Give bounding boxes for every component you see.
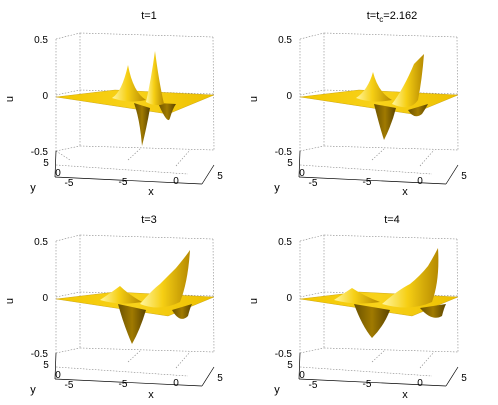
z-tick-label: 0.5 [34, 35, 48, 46]
surface-peak [334, 288, 380, 304]
y-tick-label: 0 [299, 168, 305, 179]
z-axis-label: u [248, 298, 260, 304]
y-axis-label: y [274, 384, 280, 396]
y-axis-label: y [274, 182, 280, 194]
title-subscript: c [379, 15, 383, 24]
y-axis-label: y [30, 384, 36, 396]
x-tick-label: 0 [173, 378, 179, 389]
x-ticks: -5 0 5 [119, 171, 224, 188]
surface-peak [100, 286, 142, 304]
surface [55, 250, 215, 344]
y-ticks: 5 0 -5 [43, 360, 74, 391]
surface-peak [146, 51, 164, 106]
surface-trough [134, 103, 150, 146]
x-tick-label: 0 [417, 378, 423, 389]
panel-1: t=1 0.5 [4, 10, 223, 198]
z-tick-label: 0 [286, 293, 292, 304]
y-tick-label: 5 [43, 158, 49, 169]
x-tick-label: 5 [217, 171, 223, 182]
surface-trough [158, 103, 176, 121]
surface-peak [356, 72, 392, 102]
y-tick-label: -5 [309, 380, 318, 391]
title-base: t=t [367, 10, 380, 22]
panel-3: t=3 0.5 0 [4, 214, 223, 401]
surface-peak [140, 250, 190, 308]
y-tick-label: -5 [65, 178, 74, 189]
x-ticks: -5 0 5 [119, 373, 224, 390]
axis-lines [298, 150, 459, 185]
panel-title: t=tc=2.162 [367, 10, 418, 24]
surface-plane [55, 89, 215, 115]
z-ticks: 0.5 0 -0.5 [275, 237, 293, 360]
x-ticks: -5 0 5 [363, 171, 468, 188]
surface [299, 248, 459, 338]
z-axis-label: u [248, 96, 260, 102]
x-tick-label: -5 [363, 177, 372, 188]
surface-trough [118, 304, 146, 344]
x-ticks: -5 0 5 [363, 373, 468, 390]
x-axis-label: x [148, 186, 154, 198]
axis-lines [54, 352, 215, 387]
y-tick-label: -5 [309, 178, 318, 189]
surface-trough [408, 104, 428, 117]
z-ticks: 0.5 0 -0.5 [31, 35, 49, 158]
z-tick-label: 0 [42, 91, 48, 102]
axis-lines [298, 352, 459, 387]
y-ticks: 5 0 -5 [287, 158, 318, 189]
z-tick-label: 0.5 [278, 35, 292, 46]
y-ticks: 5 0 -5 [43, 158, 74, 189]
z-tick-label: -0.5 [31, 349, 49, 360]
y-axis-label: y [30, 182, 36, 194]
x-tick-label: -5 [119, 177, 128, 188]
z-tick-label: -0.5 [275, 349, 293, 360]
y-tick-label: 0 [299, 370, 305, 381]
panel-title: t=4 [384, 214, 400, 226]
y-tick-label: 5 [43, 360, 49, 371]
z-tick-label: 0 [42, 293, 48, 304]
surface-peak [382, 248, 439, 308]
surface-trough [172, 304, 192, 319]
z-tick-label: 0 [286, 91, 292, 102]
x-tick-label: -5 [363, 379, 372, 390]
axis-box [55, 234, 215, 377]
surface [55, 51, 215, 146]
x-tick-label: 5 [461, 171, 467, 182]
z-axis-label: u [4, 96, 16, 102]
x-tick-label: 0 [173, 176, 179, 187]
surface-peak [392, 54, 424, 108]
z-tick-label: -0.5 [275, 147, 293, 158]
z-tick-label: -0.5 [31, 147, 49, 158]
surface-trough [354, 304, 390, 338]
surface [299, 54, 459, 140]
y-tick-label: 5 [287, 360, 293, 371]
axis-lines [54, 150, 215, 185]
z-ticks: 0.5 0 -0.5 [275, 35, 293, 158]
x-tick-label: 5 [461, 373, 467, 384]
x-axis-label: x [402, 389, 408, 401]
panel-2: t=tc=2.162 0.5 [248, 10, 467, 198]
z-axis-label: u [4, 298, 16, 304]
axis-box [299, 32, 459, 175]
surface-trough [374, 104, 396, 140]
y-ticks: 5 0 -5 [287, 360, 318, 391]
panel-4: t=4 0.5 0 [248, 214, 467, 401]
z-tick-label: 0.5 [34, 237, 48, 248]
y-tick-label: 0 [55, 168, 61, 179]
z-ticks: 0.5 0 -0.5 [31, 237, 49, 360]
surface-trough [420, 304, 446, 318]
surface-peak [112, 65, 146, 102]
x-axis-label: x [402, 186, 408, 198]
y-tick-label: -5 [65, 380, 74, 391]
z-tick-label: 0.5 [278, 237, 292, 248]
x-tick-label: 0 [417, 176, 423, 187]
y-tick-label: 5 [287, 158, 293, 169]
x-tick-label: -5 [119, 379, 128, 390]
x-tick-label: 5 [217, 373, 223, 384]
panel-title: t=3 [141, 214, 157, 226]
title-rest: =2.162 [383, 10, 417, 22]
panel-title: t=1 [141, 10, 157, 22]
x-axis-label: x [148, 389, 154, 401]
y-tick-label: 0 [55, 370, 61, 381]
